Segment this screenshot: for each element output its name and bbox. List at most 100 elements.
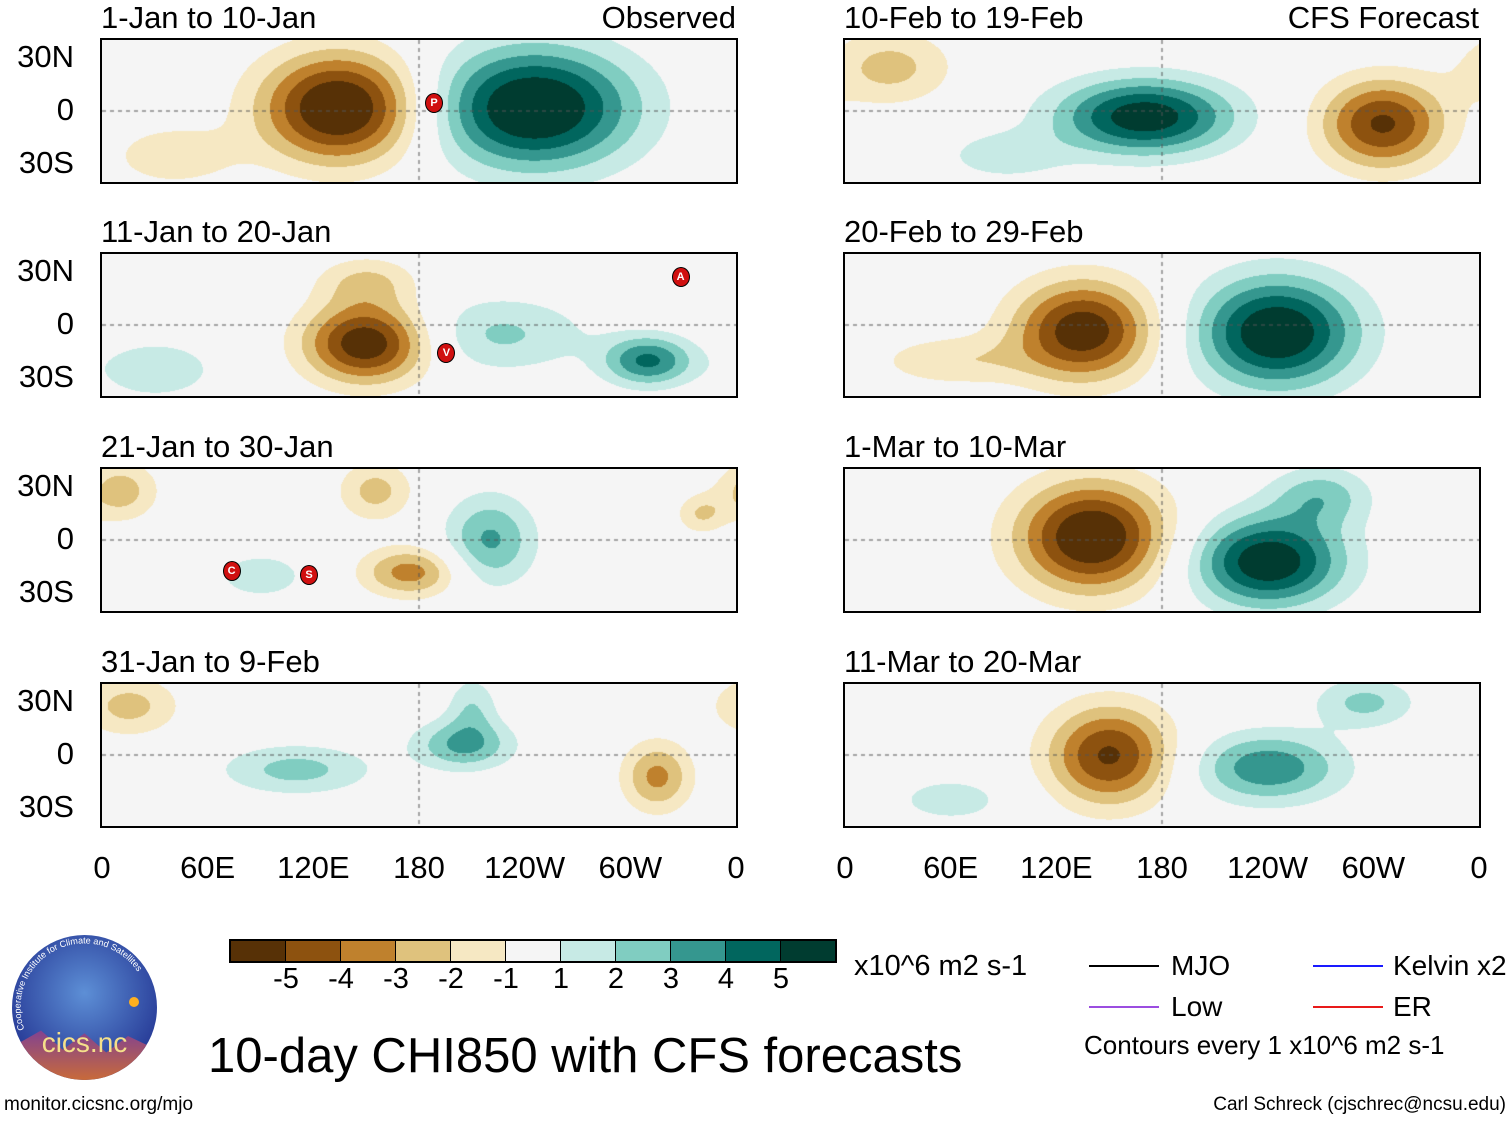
colorbar-swatch — [451, 941, 506, 961]
x-tick-label: 60W — [1341, 850, 1406, 885]
x-tick-label: 0 — [836, 850, 854, 885]
y-tick-label: 30N — [17, 468, 74, 503]
logo-text: cics.nc — [41, 1027, 128, 1058]
x-tick-label: 0 — [93, 850, 111, 885]
anomaly-field — [102, 469, 736, 611]
colorbar-label: 5 — [772, 963, 790, 995]
colorbar-units: x10^6 m2 s-1 — [854, 950, 1028, 982]
map-panel — [843, 682, 1481, 828]
colorbar-swatch — [616, 941, 671, 961]
legend-er-label: ER — [1393, 991, 1432, 1022]
map-panel: P — [100, 38, 738, 184]
tropical-cyclone-marker: S — [300, 564, 319, 585]
tropical-cyclone-marker: A — [671, 266, 690, 287]
cics-logo: cics.nc Cooperative Institute for Climat… — [12, 935, 157, 1080]
anomaly-field — [845, 40, 1479, 182]
x-tick-label: 180 — [393, 850, 445, 885]
panel-title: 11-Jan to 20-Jan — [101, 214, 332, 249]
anomaly-field — [845, 254, 1479, 396]
colorbar-swatch — [781, 941, 835, 961]
colorbar-swatch — [341, 941, 396, 961]
anomaly-field — [845, 684, 1479, 826]
x-tick-label: 120E — [1020, 850, 1093, 885]
y-tick-label: 30S — [18, 789, 74, 824]
colorbar-label: -3 — [383, 963, 409, 995]
panel-title: 20-Feb to 29-Feb — [844, 214, 1084, 249]
legend-kelvin-label: Kelvin x2 — [1393, 950, 1507, 981]
panel-title: 1-Jan to 10-Jan — [101, 0, 317, 35]
x-tick-label: 120W — [484, 850, 566, 885]
y-tick-label: 30S — [18, 145, 74, 180]
colorbar-swatch — [726, 941, 781, 961]
map-panel — [843, 467, 1481, 613]
tropical-cyclone-marker: V — [437, 342, 456, 363]
colorbar-label: 2 — [607, 963, 625, 995]
sun-icon — [129, 997, 139, 1007]
legend-low-label: Low — [1171, 991, 1223, 1022]
anomaly-field — [102, 254, 736, 396]
logo-ring-text: Cooperative Institute for Climate and Sa… — [12, 935, 144, 1032]
colorbar-swatch — [231, 941, 286, 961]
x-tick-label: 120E — [277, 850, 350, 885]
colorbar-label: -4 — [328, 963, 354, 995]
y-tick-label: 0 — [56, 521, 74, 556]
colorbar-label: -2 — [438, 963, 464, 995]
y-tick-label: 30S — [18, 359, 74, 394]
x-tick-label: 180 — [1136, 850, 1188, 885]
panel-title: 21-Jan to 30-Jan — [101, 429, 334, 464]
colorbar-label: 3 — [662, 963, 680, 995]
y-tick-label: 30N — [17, 253, 74, 288]
anomaly-field — [102, 40, 736, 182]
mountains-graphic — [12, 1030, 157, 1080]
panel-tag: CFS Forecast — [1287, 0, 1479, 35]
legend-kelvin-line — [1313, 965, 1383, 967]
legend-er-line — [1313, 1006, 1383, 1008]
panel-title: 1-Mar to 10-Mar — [844, 429, 1067, 464]
colorbar-swatch — [396, 941, 451, 961]
panel-title: 11-Mar to 20-Mar — [844, 644, 1082, 679]
colorbar-swatch — [671, 941, 726, 961]
y-tick-label: 30S — [18, 574, 74, 609]
x-tick-label: 60W — [598, 850, 663, 885]
y-tick-label: 30N — [17, 683, 74, 718]
legend-low-line — [1089, 1006, 1159, 1008]
map-panel — [843, 38, 1481, 184]
logo-ring-text-svg: Cooperative Institute for Climate and Sa… — [12, 935, 144, 1032]
panel-title: 10-Feb to 19-Feb — [844, 0, 1084, 35]
y-tick-label: 0 — [56, 736, 74, 771]
colorbar-swatch — [561, 941, 616, 961]
logo-ring: Cooperative Institute for Climate and Sa… — [12, 935, 144, 1032]
map-panel — [843, 252, 1481, 398]
contour-note: Contours every 1 x10^6 m2 s-1 — [1084, 1030, 1445, 1060]
colorbar-label: -5 — [273, 963, 299, 995]
x-tick-label: 120W — [1227, 850, 1309, 885]
tropical-cyclone-marker: P — [425, 93, 444, 114]
panel-title: 31-Jan to 9-Feb — [101, 644, 320, 679]
colorbar — [229, 939, 837, 963]
anomaly-field — [845, 469, 1479, 611]
url-link[interactable]: monitor.cicsnc.org/mjo — [4, 1094, 194, 1115]
map-panel — [100, 682, 738, 828]
tropical-cyclone-marker: C — [222, 561, 241, 582]
anomaly-field — [102, 684, 736, 826]
x-tick-label: 60E — [923, 850, 979, 885]
colorbar-label: -1 — [493, 963, 519, 995]
y-tick-label: 0 — [56, 306, 74, 341]
y-tick-label: 0 — [56, 92, 74, 127]
colorbar-label: 4 — [717, 963, 735, 995]
y-tick-label: 30N — [17, 39, 74, 74]
x-tick-label: 60E — [180, 850, 236, 885]
colorbar-swatch — [506, 941, 561, 961]
main-title: 10-day CHI850 with CFS forecasts — [208, 1029, 963, 1083]
x-tick-label: 0 — [1470, 850, 1488, 885]
legend-mjo-label: MJO — [1171, 950, 1231, 981]
x-tick-label: 0 — [727, 850, 745, 885]
colorbar-label: 1 — [552, 963, 570, 995]
panel-tag: Observed — [601, 0, 736, 35]
colorbar-swatch — [286, 941, 341, 961]
legend-mjo-line — [1089, 965, 1159, 967]
credit: Carl Schreck (cjschrec@ncsu.edu) — [1213, 1094, 1506, 1115]
